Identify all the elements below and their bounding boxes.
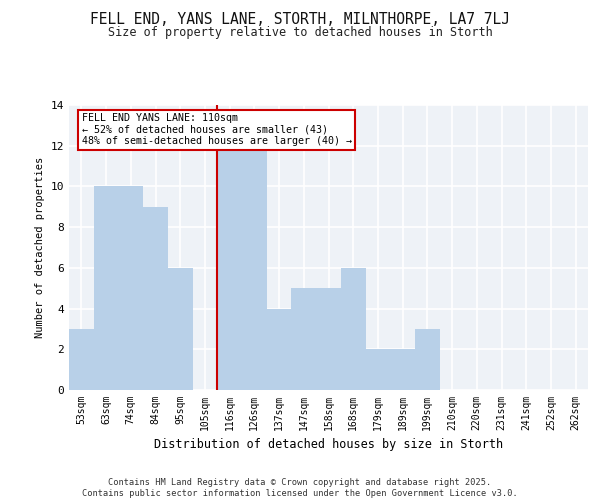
- X-axis label: Distribution of detached houses by size in Storth: Distribution of detached houses by size …: [154, 438, 503, 452]
- Bar: [168, 268, 193, 390]
- Bar: [415, 329, 440, 390]
- Text: FELL END YANS LANE: 110sqm
← 52% of detached houses are smaller (43)
48% of semi: FELL END YANS LANE: 110sqm ← 52% of deta…: [82, 113, 352, 146]
- Text: FELL END, YANS LANE, STORTH, MILNTHORPE, LA7 7LJ: FELL END, YANS LANE, STORTH, MILNTHORPE,…: [90, 12, 510, 28]
- Y-axis label: Number of detached properties: Number of detached properties: [35, 157, 45, 338]
- Text: Contains HM Land Registry data © Crown copyright and database right 2025.
Contai: Contains HM Land Registry data © Crown c…: [82, 478, 518, 498]
- Bar: [143, 207, 168, 390]
- Bar: [267, 308, 292, 390]
- Bar: [341, 268, 365, 390]
- Bar: [69, 329, 94, 390]
- Bar: [292, 288, 316, 390]
- Bar: [242, 146, 267, 390]
- Bar: [217, 146, 242, 390]
- Bar: [94, 186, 118, 390]
- Bar: [316, 288, 341, 390]
- Bar: [365, 350, 390, 390]
- Text: Size of property relative to detached houses in Storth: Size of property relative to detached ho…: [107, 26, 493, 39]
- Bar: [390, 350, 415, 390]
- Bar: [118, 186, 143, 390]
